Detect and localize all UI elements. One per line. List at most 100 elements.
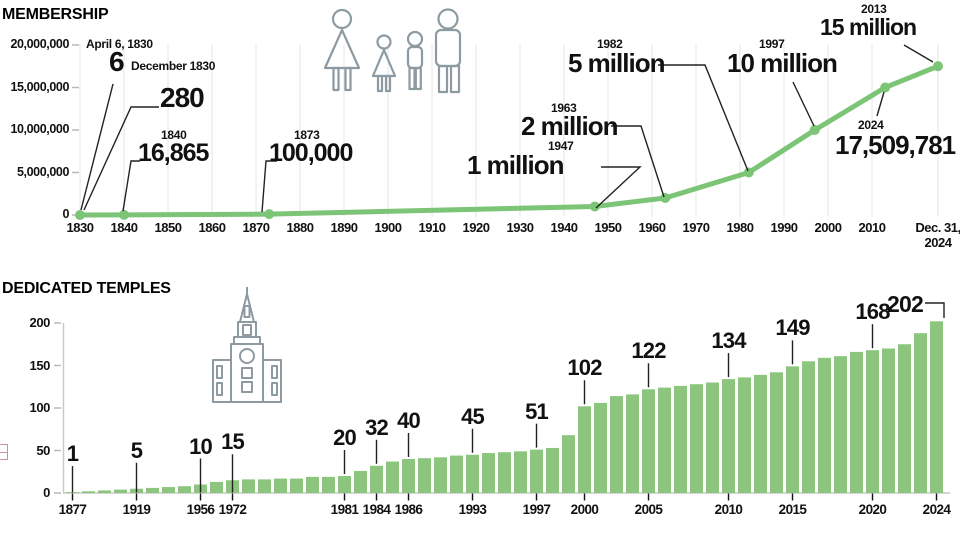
membership-callout-year: 1873	[294, 128, 320, 142]
temple-bar	[66, 492, 79, 493]
temple-bar	[722, 379, 735, 493]
temples-x-tick-label: 1919	[122, 502, 151, 517]
temple-bar	[674, 385, 687, 493]
membership-x-tick-label: 2000	[814, 220, 842, 235]
temple-bar	[754, 374, 767, 493]
membership-callout-year: December 1830	[131, 59, 216, 73]
temples-callout-value: 149	[775, 315, 810, 341]
temples-x-tick-label: 2015	[778, 502, 807, 517]
membership-callout-value: 2 million	[521, 111, 618, 141]
membership-callout-value: 5 million	[568, 48, 665, 78]
temple-bar	[98, 490, 111, 493]
membership-y-tick-label: 10,000,000	[10, 122, 69, 136]
temple-bar	[914, 333, 927, 493]
membership-x-tick-label: 1870	[242, 220, 270, 235]
membership-x-tick-label: 1880	[286, 220, 314, 235]
stray-red-glyph	[0, 444, 8, 460]
temple-bar	[850, 351, 863, 493]
temples-callout-value: 40	[397, 408, 421, 433]
temples-y-tick-label: 0	[43, 485, 50, 500]
temples-x-tick-label: 1981	[330, 502, 359, 517]
membership-callout-value: 17,509,781	[835, 130, 956, 160]
membership-chart-title: MEMBERSHIP	[2, 6, 109, 23]
membership-x-tick-label: 1950	[594, 220, 622, 235]
temple-bar	[162, 487, 175, 493]
temples-callout-value: 168	[855, 299, 890, 325]
membership-y-tick-label: 20,000,000	[10, 37, 69, 51]
temples-x-tick-label: 1984	[362, 502, 391, 517]
temples-callout-value: 10	[189, 433, 213, 459]
temples-callout-value: 51	[525, 398, 549, 424]
temple-bar	[466, 454, 479, 493]
family-icon	[323, 8, 462, 94]
membership-x-tick-label: 1900	[374, 220, 402, 235]
membership-x-tick-label: 1990	[770, 220, 798, 235]
temples-chart-title: DEDICATED TEMPLES	[2, 280, 171, 297]
temples-x-tick-label: 1972	[218, 502, 247, 517]
temples-callout-value: 45	[461, 403, 485, 429]
temple-bar	[386, 461, 399, 493]
temple-bar	[786, 366, 799, 493]
membership-x-tick-label: 1980	[726, 220, 754, 235]
temples-x-tick-label: 1877	[58, 502, 87, 517]
membership-callout-year: 2024	[858, 118, 884, 132]
temples-x-tick-label: 2020	[858, 502, 887, 517]
membership-x-tick-label: 1940	[550, 220, 578, 235]
membership-callout-value: 1 million	[467, 150, 564, 180]
temple-bar	[546, 447, 559, 493]
membership-callout-year: 2013	[861, 2, 887, 16]
temples-callout-value: 202	[887, 291, 924, 317]
temples-callout-value: 15	[221, 429, 245, 455]
temple-bar	[882, 348, 895, 493]
membership-callout-value: 280	[160, 82, 205, 113]
temple-bar	[610, 396, 623, 493]
temple-icon	[212, 287, 282, 403]
temples-x-tick-label: 1997	[522, 502, 551, 517]
temple-bar	[450, 455, 463, 493]
temple-bar	[818, 357, 831, 493]
temple-bar	[930, 321, 943, 493]
membership-callout-value: 15 million	[820, 14, 917, 40]
temples-x-tick-label: 1993	[458, 502, 487, 517]
membership-x-tick-label: 1890	[330, 220, 358, 235]
temple-bar	[82, 491, 95, 493]
temple-bar	[482, 453, 495, 493]
membership-x-tick-label: 1930	[506, 220, 534, 235]
membership-x-tick-label: Dec. 31, 2024	[915, 220, 960, 250]
temple-bar	[402, 459, 415, 493]
temple-bar	[690, 384, 703, 493]
membership-y-tick-label: 5,000,000	[16, 164, 69, 179]
membership-x-tick-label: 1960	[638, 220, 666, 235]
membership-callout-value: 16,865	[138, 139, 209, 167]
temples-y-tick-label: 50	[36, 442, 50, 458]
temple-bar	[578, 406, 591, 493]
temple-bar	[642, 389, 655, 493]
temples-callout-value: 32	[365, 414, 389, 440]
membership-x-tick-label: 1910	[418, 220, 446, 235]
membership-callout-value: 100,000	[269, 139, 353, 167]
membership-callout-value: 10 million	[727, 48, 838, 78]
membership-callout-value: 6	[109, 46, 125, 77]
temple-bar	[434, 457, 447, 493]
temple-bar	[338, 476, 351, 493]
temples-callout-value: 5	[130, 437, 143, 463]
temple-bar	[322, 476, 335, 493]
membership-x-tick-label: 1830	[66, 220, 94, 235]
temple-bar	[706, 382, 719, 493]
membership-y-tick-label: 15,000,000	[10, 79, 69, 94]
temple-bar	[418, 458, 431, 493]
membership-callout-year: 1997	[759, 37, 785, 51]
temples-y-tick-label: 100	[29, 400, 51, 415]
membership-y-tick-label: 0	[62, 207, 69, 221]
temple-bar	[802, 361, 815, 493]
membership-x-tick-label: 2010	[858, 220, 886, 235]
temple-bar	[242, 479, 255, 493]
membership-x-tick-label: 1920	[462, 220, 490, 235]
temples-x-tick-label: 2010	[714, 502, 743, 517]
membership-callout-year: 1963	[551, 101, 577, 115]
temple-bar	[290, 478, 303, 493]
membership-callout-year: 1982	[597, 37, 623, 51]
temple-bar	[770, 372, 783, 493]
temple-bar	[354, 470, 367, 493]
temple-bar	[178, 486, 191, 493]
